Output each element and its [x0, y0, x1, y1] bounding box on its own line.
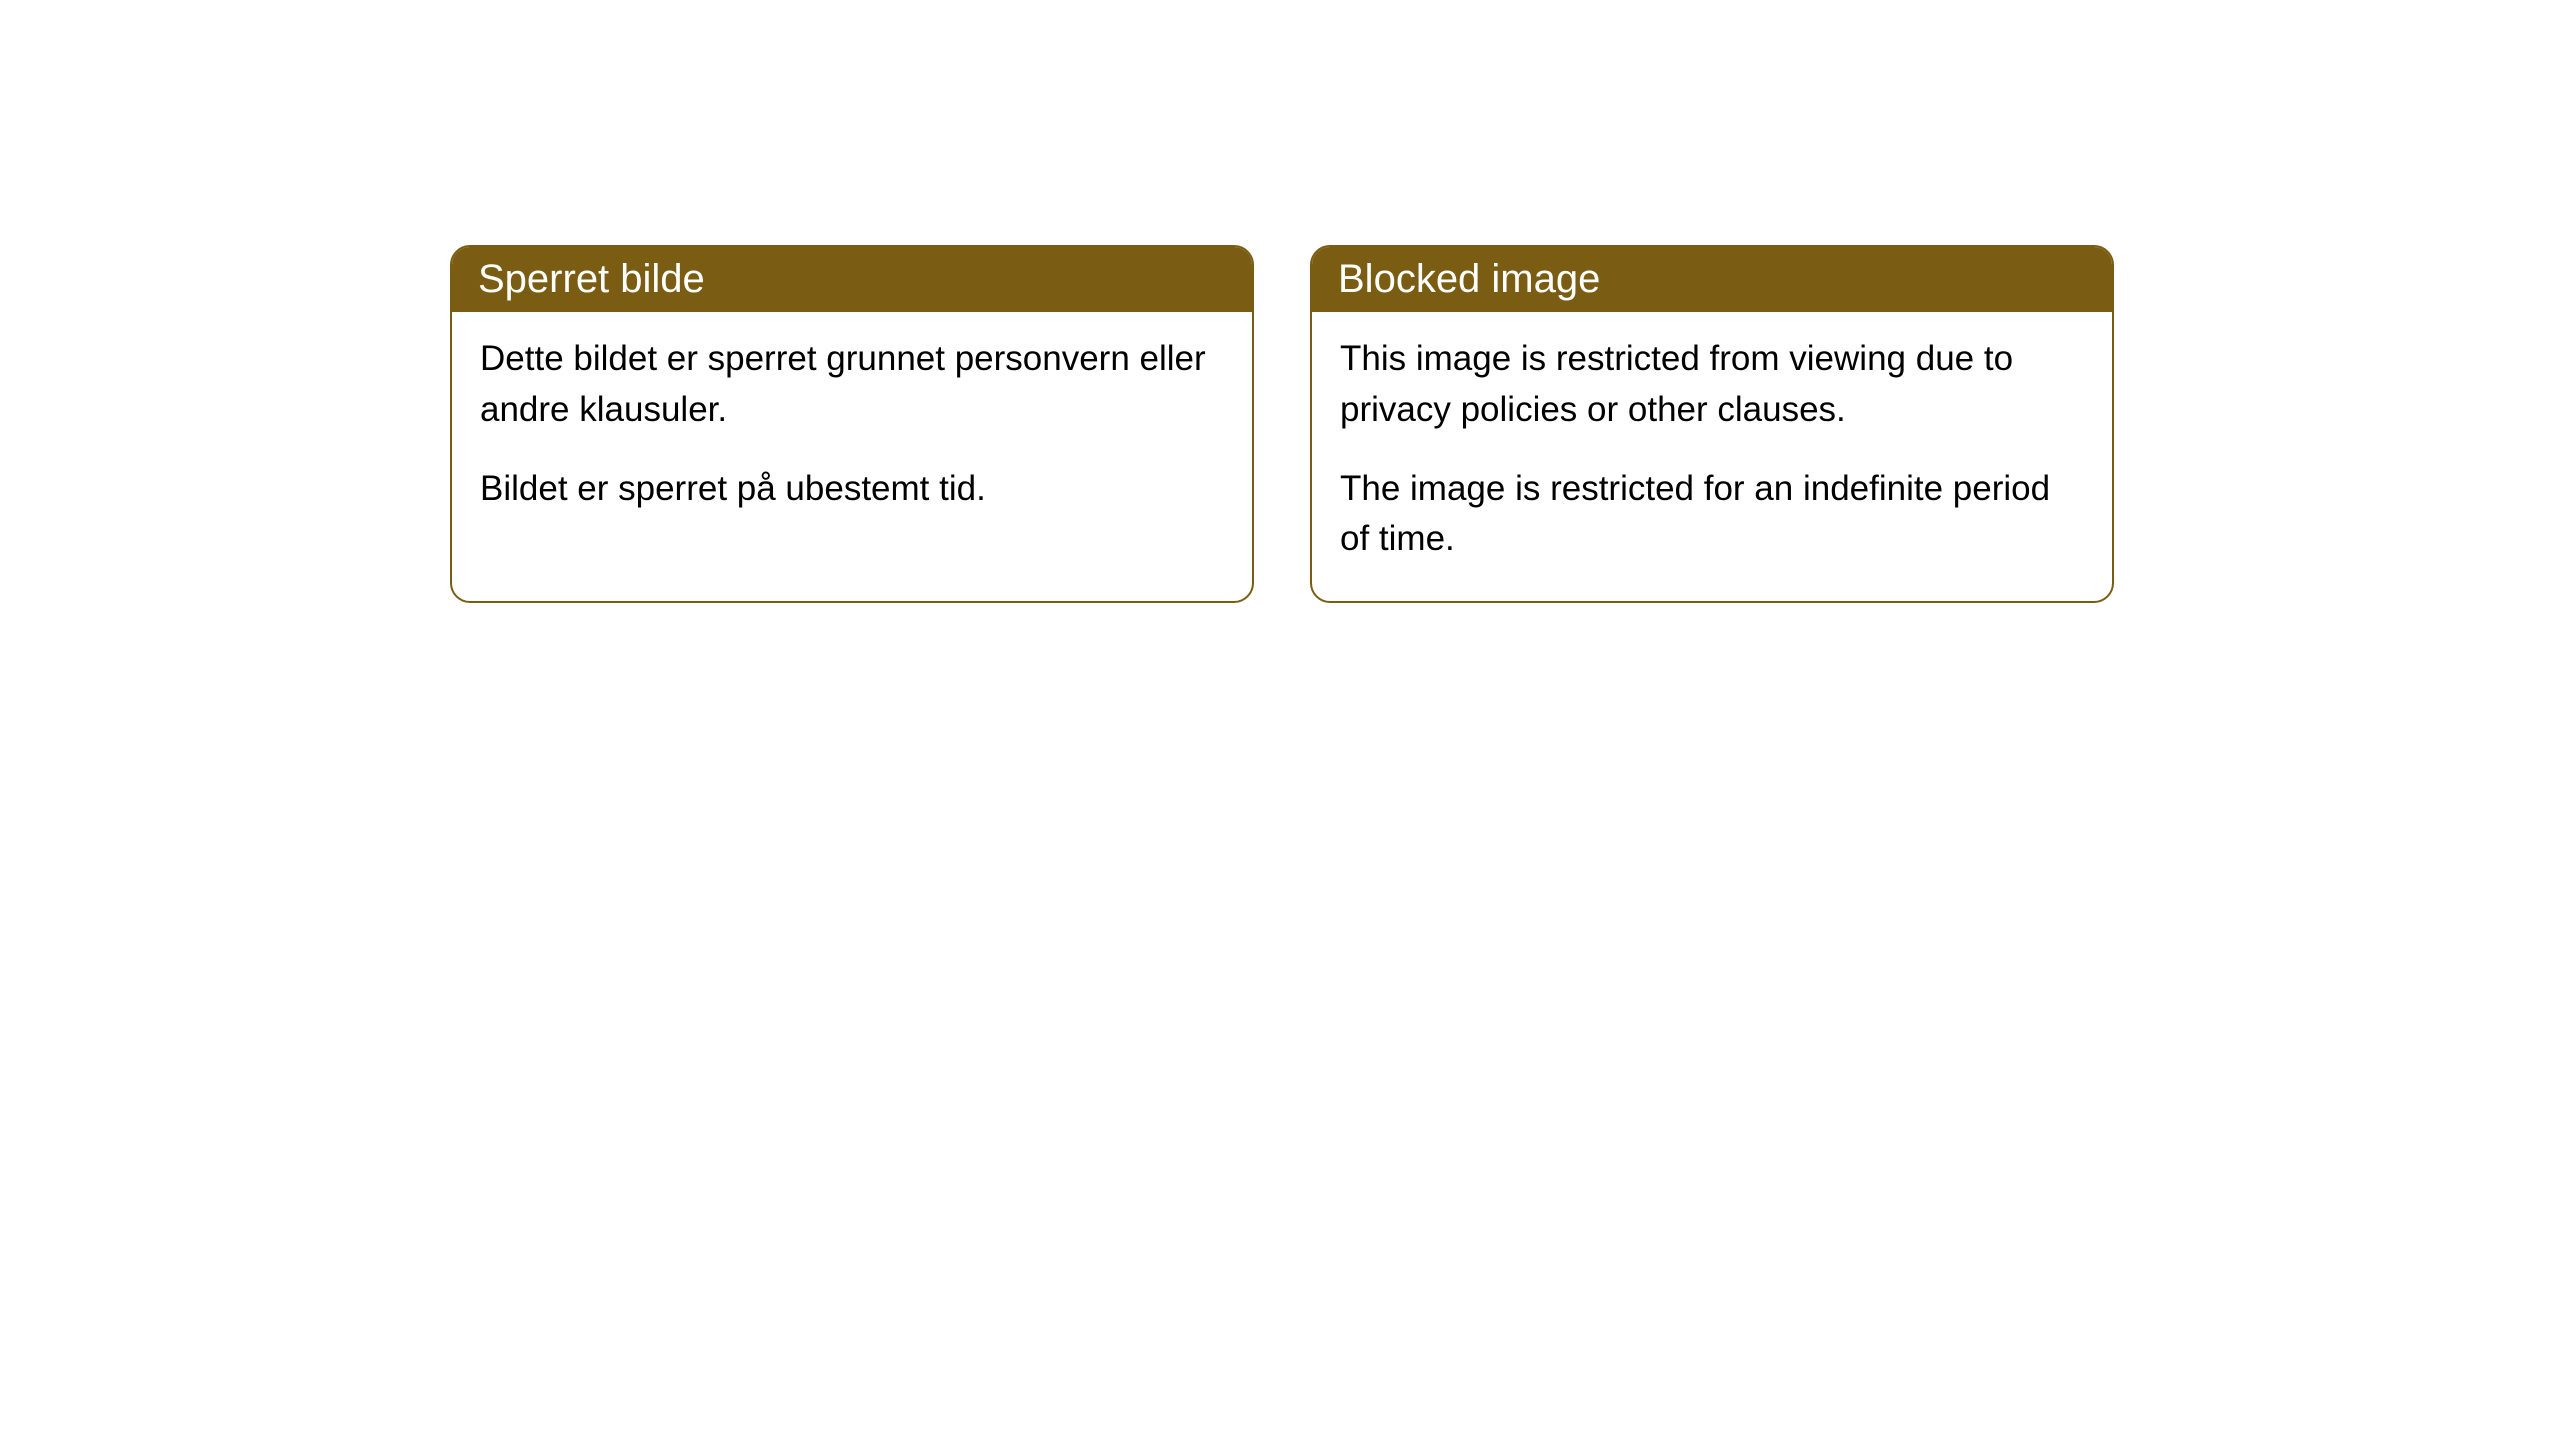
notice-title-english: Blocked image — [1338, 257, 1600, 301]
notice-header-norwegian: Sperret bilde — [452, 247, 1252, 312]
notice-paragraph-2-english: The image is restricted for an indefinit… — [1340, 464, 2084, 566]
notice-card-norwegian: Sperret bilde Dette bildet er sperret gr… — [450, 245, 1254, 603]
notice-title-norwegian: Sperret bilde — [478, 257, 705, 301]
notice-header-english: Blocked image — [1312, 247, 2112, 312]
notice-body-english: This image is restricted from viewing du… — [1312, 312, 2112, 601]
notice-paragraph-1-english: This image is restricted from viewing du… — [1340, 334, 2084, 436]
notice-container: Sperret bilde Dette bildet er sperret gr… — [0, 0, 2560, 603]
notice-body-norwegian: Dette bildet er sperret grunnet personve… — [452, 312, 1252, 550]
notice-card-english: Blocked image This image is restricted f… — [1310, 245, 2114, 603]
notice-paragraph-1-norwegian: Dette bildet er sperret grunnet personve… — [480, 334, 1224, 436]
notice-paragraph-2-norwegian: Bildet er sperret på ubestemt tid. — [480, 464, 1224, 515]
